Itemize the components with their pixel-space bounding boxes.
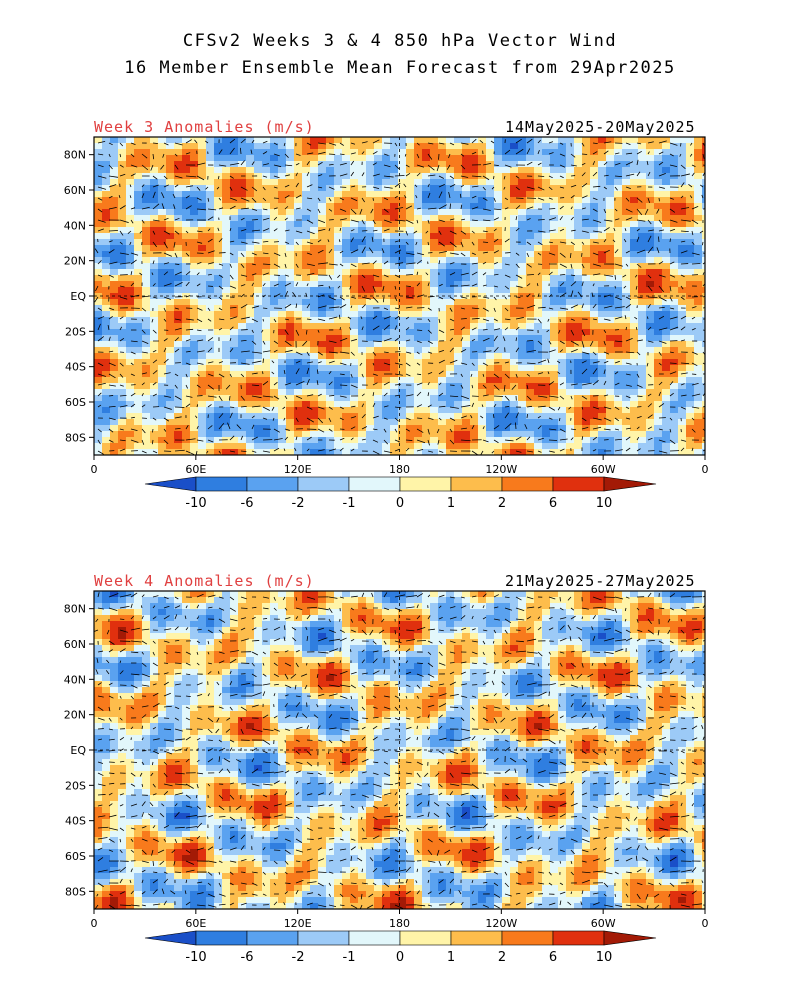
lon-tick-label: 60E	[185, 917, 206, 930]
lat-tick-label: 40S	[65, 361, 86, 374]
colorbar-segment	[603, 930, 657, 946]
colorbar-segment	[348, 476, 401, 492]
colorbar-segment	[501, 476, 554, 492]
lon-tick-label: 0	[702, 917, 709, 930]
colorbar-label: -2	[292, 950, 305, 965]
colorbar-label: -6	[241, 950, 254, 965]
colorbar-label: 10	[596, 496, 613, 511]
lon-tick-label: 120E	[284, 917, 312, 930]
colorbar-segment	[348, 930, 401, 946]
colorbar-segment	[399, 476, 452, 492]
lat-tick-label: 20N	[64, 255, 86, 268]
lon-tick-label: 120W	[485, 463, 517, 476]
colorbar-label: -1	[343, 496, 356, 511]
week4-label: Week 4 Anomalies (m/s)	[94, 572, 315, 590]
colorbar-label: 6	[549, 950, 557, 965]
lon-tick-label: 180	[389, 917, 410, 930]
lon-tick-label: 0	[91, 463, 98, 476]
colorbar-segment	[144, 476, 197, 492]
lat-tick-label: 80S	[65, 431, 86, 444]
title-line-1: CFSv2 Weeks 3 & 4 850 hPa Vector Wind	[182, 31, 618, 51]
colorbar-label: 0	[396, 496, 404, 511]
lat-tick-label: 20N	[64, 709, 86, 722]
colorbar-label: 1	[447, 496, 455, 511]
lat-tick-label: 60S	[65, 850, 86, 863]
colorbar-segment	[195, 930, 248, 946]
lat-tick-label: 60N	[64, 638, 86, 651]
lon-tick-label: 60E	[185, 463, 206, 476]
colorbar-segment	[450, 476, 503, 492]
colorbar-label: -10	[185, 496, 206, 511]
colorbar-segment	[450, 930, 503, 946]
lon-tick-label: 60W	[591, 463, 616, 476]
lat-tick-label: EQ	[70, 290, 86, 303]
lat-tick-label: 20S	[65, 325, 86, 338]
lat-tick-label: 60S	[65, 396, 86, 409]
lat-tick-label: 80N	[64, 603, 86, 616]
colorbar-segment	[297, 476, 350, 492]
colorbar-label: -6	[241, 496, 254, 511]
colorbar-label: 2	[498, 950, 506, 965]
colorbar-label: -1	[343, 950, 356, 965]
colorbar-label: 1	[447, 950, 455, 965]
colorbar-label: -10	[185, 950, 206, 965]
lat-tick-label: 40N	[64, 219, 86, 232]
lat-tick-label: EQ	[70, 744, 86, 757]
colorbar-segment	[501, 930, 554, 946]
colorbar-segment	[246, 476, 299, 492]
lat-tick-label: 40N	[64, 673, 86, 686]
colorbar-segment	[399, 930, 452, 946]
week3-label: Week 3 Anomalies (m/s)	[94, 118, 315, 136]
colorbar-label: 6	[549, 496, 557, 511]
lat-tick-label: 80N	[64, 149, 86, 162]
colorbar-label: 10	[596, 950, 613, 965]
lat-tick-label: 40S	[65, 815, 86, 828]
colorbar-label: 0	[396, 950, 404, 965]
colorbar-segment	[603, 476, 657, 492]
colorbar-segment	[552, 476, 605, 492]
week3-dates: 14May2025-20May2025	[505, 118, 696, 136]
lon-tick-label: 180	[389, 463, 410, 476]
title-line-2: 16 Member Ensemble Mean Forecast from 29…	[124, 58, 676, 78]
lat-tick-label: 60N	[64, 184, 86, 197]
colorbar-label: -2	[292, 496, 305, 511]
colorbar-segment	[246, 930, 299, 946]
lon-tick-label: 120E	[284, 463, 312, 476]
colorbar-label: 2	[498, 496, 506, 511]
week4-dates: 21May2025-27May2025	[505, 572, 696, 590]
lat-tick-label: 20S	[65, 779, 86, 792]
lon-tick-label: 0	[91, 917, 98, 930]
colorbar-segment	[195, 476, 248, 492]
lon-tick-label: 120W	[485, 917, 517, 930]
lon-tick-label: 60W	[591, 917, 616, 930]
lon-tick-label: 0	[702, 463, 709, 476]
colorbar-segment	[144, 930, 197, 946]
lat-tick-label: 80S	[65, 885, 86, 898]
colorbar-segment	[297, 930, 350, 946]
colorbar-segment	[552, 930, 605, 946]
